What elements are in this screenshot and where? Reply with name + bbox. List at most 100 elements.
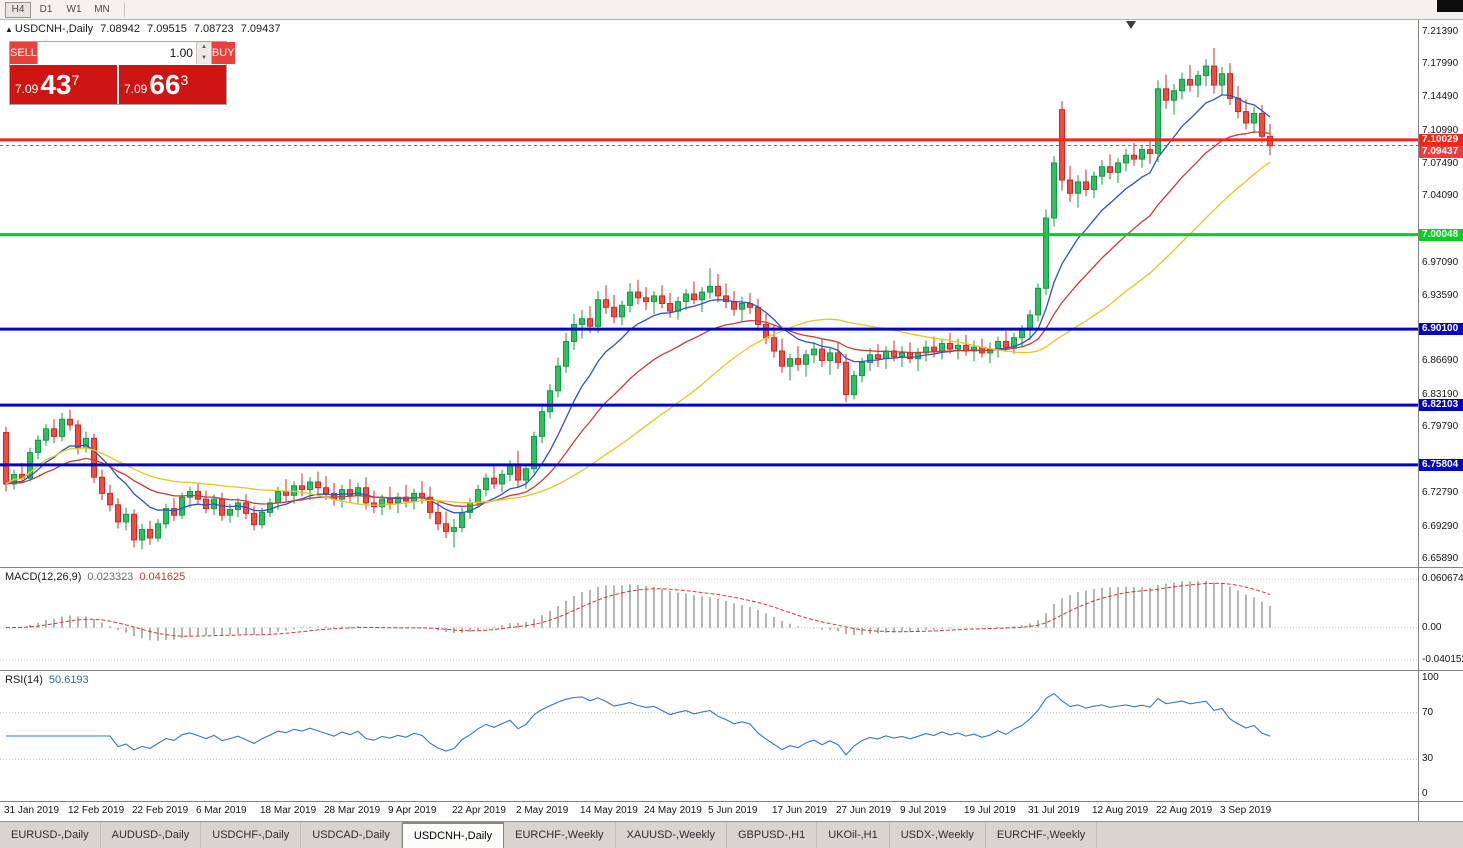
indicator-tick: 70 <box>1422 707 1434 718</box>
tab-usdcnh-daily[interactable]: USDCNH-,Daily <box>401 822 505 848</box>
sell-price-prefix: 7.09 <box>15 82 39 96</box>
price-marker: 7.09437 <box>1419 146 1463 158</box>
tab-usdchf-daily[interactable]: USDCHF-,Daily <box>201 822 302 848</box>
rsi-plot-area[interactable]: RSI(14) 50.6193 <box>0 671 1418 801</box>
candlestick-plot[interactable] <box>0 20 1418 567</box>
date-label: 31 Jan 2019 <box>4 805 60 816</box>
symbol-period-label: USDCNH-,Daily <box>14 23 94 35</box>
tab-ukoil-h1[interactable]: UKOil-,H1 <box>817 822 890 848</box>
tab-eurchf-weekly[interactable]: EURCHF-,Weekly <box>504 822 616 848</box>
top-right-black-box <box>1437 0 1463 12</box>
volume-spinner: ▲ ▼ <box>195 42 211 64</box>
one-click-trading-panel: SELL ▲ ▼ BUY 7.09 43 7 <box>9 41 235 105</box>
date-label: 12 Aug 2019 <box>1092 805 1149 816</box>
indicator-tick: 0 <box>1422 788 1428 799</box>
price-tick: 6.65890 <box>1422 553 1459 564</box>
chart-tabs: EURUSD-,Daily AUDUSD-,Daily USDCHF-,Daily U… <box>0 821 1463 848</box>
tab-usdcad-daily[interactable]: USDCAD-,Daily <box>301 822 402 848</box>
indicator-tick: -0.040152 <box>1422 654 1463 665</box>
rsi-label: RSI(14) <box>5 674 43 686</box>
rsi-scale-spacer: 100 70 30 0 <box>1418 671 1463 801</box>
macd-label: MACD(12,26,9) <box>5 571 82 583</box>
price-tick: 7.04090 <box>1422 190 1459 201</box>
date-label: 31 Jul 2019 <box>1028 805 1080 816</box>
ohlc-info: ▲ USDCNH-,Daily 7.08942 7.09515 7.08723 7… <box>5 23 284 35</box>
trade-controls-row: SELL ▲ ▼ BUY <box>10 42 235 64</box>
price-marker: 6.75804 <box>1419 459 1463 471</box>
date-label: 22 Feb 2019 <box>132 805 189 816</box>
indicator-tick: 100 <box>1422 672 1439 683</box>
sell-price-pip: 7 <box>71 72 80 88</box>
price-marker: 7.00048 <box>1419 229 1463 241</box>
date-label: 2 May 2019 <box>516 805 569 816</box>
sell-price-display[interactable]: 7.09 43 7 <box>10 65 117 104</box>
tab-usdx-weekly[interactable]: USDX-,Weekly <box>890 822 986 848</box>
date-label: 27 Jun 2019 <box>836 805 892 816</box>
macd-plot-area[interactable]: MACD(12,26,9) 0.023323 0.041625 <box>0 568 1418 670</box>
macd-plot[interactable] <box>0 568 1418 670</box>
tab-eurchf-weekly[interactable]: EURCHF-,Weekly <box>986 822 1098 848</box>
date-label: 9 Jul 2019 <box>900 805 947 816</box>
macd-signal-value: 0.041625 <box>139 571 186 583</box>
indicator-tick: 30 <box>1422 753 1434 764</box>
price-chart-area[interactable]: ▲ USDCNH-,Daily 7.08942 7.09515 7.08723 7… <box>0 20 1418 567</box>
high-value: 7.09515 <box>147 23 187 35</box>
date-label: 6 Mar 2019 <box>196 805 247 816</box>
tab-xauusd-weekly[interactable]: XAUUSD-,Weekly <box>616 822 727 848</box>
price-tick: 7.17990 <box>1422 58 1459 69</box>
price-tick: 6.83190 <box>1422 389 1459 400</box>
symbol-collapse-icon: ▲ <box>5 25 13 34</box>
tab-eurusd-daily[interactable]: EURUSD-,Daily <box>0 822 101 848</box>
timeframe-mn[interactable]: MN <box>94 3 110 15</box>
date-label: 9 Apr 2019 <box>388 805 437 816</box>
volume-down-icon[interactable]: ▼ <box>196 53 211 64</box>
price-tick: 7.10990 <box>1422 125 1459 136</box>
date-label: 5 Jun 2019 <box>708 805 758 816</box>
timeframe-d1[interactable]: D1 <box>39 3 53 15</box>
date-label: 19 Jul 2019 <box>964 805 1016 816</box>
price-marker: 7.10029 <box>1419 134 1463 146</box>
price-marker: 6.90100 <box>1419 323 1463 335</box>
buy-price-display[interactable]: 7.09 66 3 <box>119 65 226 104</box>
rsi-header: RSI(14) 50.6193 <box>5 674 89 686</box>
date-label: 3 Sep 2019 <box>1220 805 1272 816</box>
macd-main-value: 0.023323 <box>87 571 134 583</box>
chart-window: ▲ USDCNH-,Daily 7.08942 7.09515 7.08723 7… <box>0 20 1463 567</box>
chart-shift-icon <box>1126 21 1136 29</box>
date-label: 22 Aug 2019 <box>1156 805 1213 816</box>
price-tick: 7.07490 <box>1422 158 1459 169</box>
tab-audusd-daily[interactable]: AUDUSD-,Daily <box>101 822 202 848</box>
date-label: 28 Mar 2019 <box>324 805 381 816</box>
macd-scale[interactable]: 0.060674 0.00 -0.040152 <box>1418 568 1463 670</box>
buy-button[interactable]: BUY <box>211 42 235 64</box>
volume-input[interactable] <box>37 42 196 64</box>
date-label: 12 Feb 2019 <box>68 805 125 816</box>
rsi-plot[interactable] <box>0 671 1418 801</box>
open-value: 7.08942 <box>100 23 140 35</box>
price-tick: 6.79790 <box>1422 421 1459 432</box>
time-axis[interactable]: 31 Jan 2019 12 Feb 2019 22 Feb 2019 6 Mar 2… <box>0 801 1463 821</box>
timeframe-w1[interactable]: W1 <box>66 3 82 15</box>
close-value: 7.09437 <box>240 23 281 35</box>
trade-prices-row: 7.09 43 7 7.09 66 3 <box>10 64 226 104</box>
timeframe-h4[interactable]: H4 <box>5 1 31 18</box>
timeframe-toolbar: H4 D1 W1 MN <box>0 0 1463 20</box>
time-axis-corner <box>1418 802 1463 821</box>
sell-button[interactable]: SELL <box>10 42 37 64</box>
timeframe-buttons: H4 D1 W1 MN <box>5 1 117 18</box>
price-scale[interactable]: 7.21390 7.17990 7.14490 7.10990 7.07490 7.040… <box>1418 20 1463 567</box>
macd-panel: MACD(12,26,9) 0.023323 0.041625 0.060674 0.… <box>0 567 1463 670</box>
volume-up-icon[interactable]: ▲ <box>196 42 211 53</box>
indicator-tick: 0.060674 <box>1422 573 1463 584</box>
price-tick: 6.97090 <box>1422 257 1459 268</box>
tab-gbpusd-h1[interactable]: GBPUSD-,H1 <box>727 822 818 848</box>
buy-price-pip: 3 <box>180 72 189 88</box>
rsi-panel: RSI(14) 50.6193 100 70 30 0 <box>0 670 1463 801</box>
price-tick: 6.69290 <box>1422 521 1459 532</box>
price-tick: 6.93590 <box>1422 290 1459 301</box>
buy-price-prefix: 7.09 <box>124 82 148 96</box>
price-tick: 7.14490 <box>1422 91 1459 102</box>
date-label: 17 Jun 2019 <box>772 805 828 816</box>
date-label: 22 Apr 2019 <box>452 805 506 816</box>
macd-header: MACD(12,26,9) 0.023323 0.041625 <box>5 571 185 583</box>
